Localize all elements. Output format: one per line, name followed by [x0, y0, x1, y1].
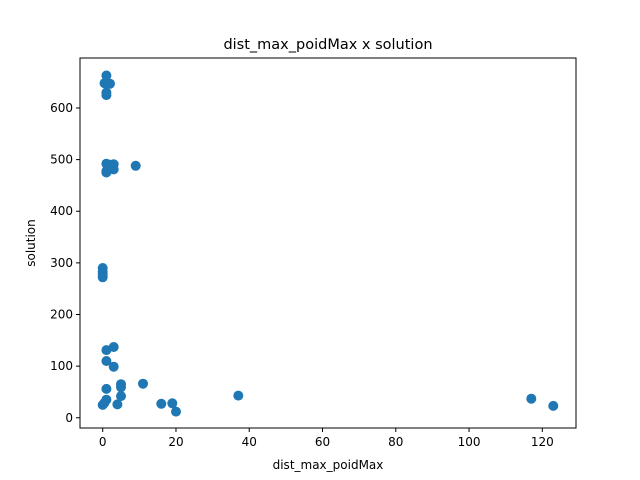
data-point-21 — [138, 378, 148, 389]
plot-frame — [79, 57, 577, 429]
y-axis-ticks: 0 100 200 300 400 500 600 — [50, 101, 80, 425]
data-point-18 — [101, 345, 112, 356]
x-tick-label-6: 120 — [531, 435, 554, 449]
x-axis-label: dist_max_poidMax — [273, 458, 384, 472]
data-point-34 — [548, 400, 559, 411]
data-point-9 — [130, 160, 141, 171]
x-tick-label-2: 40 — [242, 435, 257, 449]
data-point-5 — [101, 90, 112, 101]
data-point-33 — [97, 399, 108, 410]
x-tick-label-5: 100 — [458, 435, 481, 449]
data-point-27 — [526, 393, 537, 404]
data-point-19 — [101, 356, 112, 366]
data-point-23 — [116, 382, 126, 393]
x-tick-label-3: 60 — [315, 435, 330, 449]
y-axis-label: solution — [24, 219, 38, 267]
chart-title: dist_max_poidMax x solution — [223, 37, 432, 53]
y-tick-label-1: 100 — [50, 359, 73, 373]
data-point-0 — [101, 70, 112, 81]
x-tick-label-0: 0 — [99, 435, 107, 449]
y-tick-label-5: 500 — [50, 153, 73, 167]
data-point-12 — [101, 167, 112, 178]
x-tick-label-1: 20 — [168, 435, 183, 449]
x-tick-label-4: 80 — [388, 435, 403, 449]
points-layer — [97, 70, 559, 417]
y-tick-label-6: 600 — [50, 101, 73, 115]
data-point-24 — [101, 383, 112, 394]
data-point-32 — [112, 399, 123, 410]
y-tick-label-4: 400 — [50, 204, 73, 218]
y-tick-label-2: 200 — [50, 308, 73, 322]
data-point-16 — [97, 272, 108, 283]
data-point-3 — [105, 78, 115, 89]
y-tick-label-3: 300 — [50, 256, 73, 270]
data-point-35 — [171, 406, 181, 417]
data-point-31 — [156, 398, 167, 409]
data-point-25 — [233, 390, 244, 401]
y-tick-label-0: 0 — [65, 411, 73, 425]
data-point-20 — [108, 361, 119, 372]
data-point-26 — [116, 391, 126, 402]
x-axis-ticks: 0 20 40 60 80 100 120 — [99, 428, 554, 449]
data-point-30 — [167, 398, 178, 409]
